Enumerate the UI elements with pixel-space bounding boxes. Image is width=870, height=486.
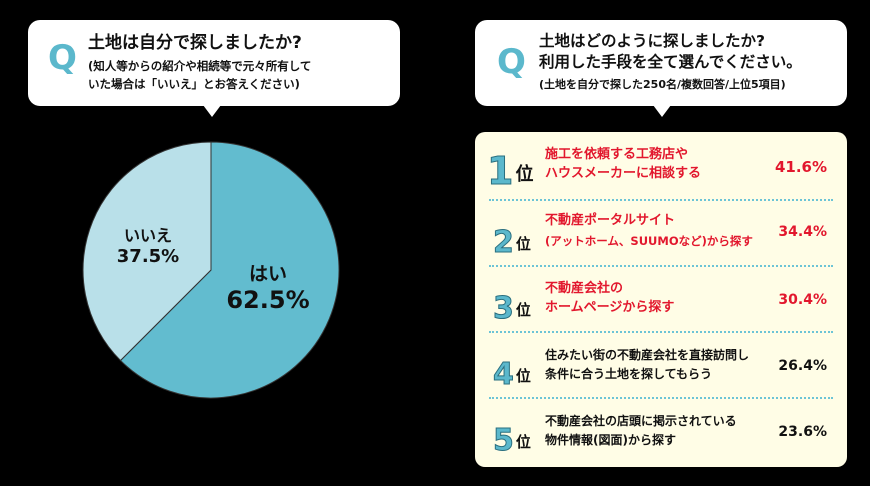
question-note: (土地を自分で探した250名/複数回答/上位5項目) <box>539 78 786 91</box>
pie-slice-no <box>82 141 212 362</box>
pie-label-yes-value: 62.5% <box>226 286 310 314</box>
rank-number: 5 <box>493 423 515 458</box>
ranking-row-4: 4 位 住みたい街の不動産会社を直接訪問し 条件に合う土地を探してもらう 26.… <box>475 332 847 398</box>
pie-label-no: いいえ 37.5% <box>108 226 188 268</box>
ranking-panel: 1 位 施工を依頼する工務店や ハウスメーカーに相談する 41.6% 2 位 不… <box>475 132 847 467</box>
rank-badge: 3 位 <box>487 274 531 324</box>
rank-number: 2 <box>493 225 515 260</box>
bubble-tail <box>653 105 671 117</box>
question-note-line2: いた場合は「いいえ」とお答えください) <box>88 77 300 91</box>
ranking-line1: 不動産ポータルサイト <box>545 213 676 228</box>
rank-badge: 4 位 <box>487 340 531 390</box>
rank-suffix: 位 <box>515 433 531 451</box>
ranking-value: 41.6% <box>774 158 827 176</box>
pie-label-no-value: 37.5% <box>116 246 180 267</box>
ranking-line1: 住みたい街の不動産会社を直接訪問し <box>545 348 750 362</box>
ranking-line1: 施工を依頼する工務店や <box>545 147 689 162</box>
question-title-line2: 利用した手段を全て選んでください。 <box>539 53 802 71</box>
rank-number: 3 <box>493 291 515 326</box>
ranking-line2: ホームページから探す <box>545 300 675 315</box>
question-bubble-right: Q 土地はどのように探しましたか? 利用した手段を全て選んでください。 (土地を… <box>475 20 847 117</box>
pie-label-no-text: いいえ <box>123 226 172 245</box>
rank-badge: 2 位 <box>487 208 531 258</box>
rank-badge: 1 位 <box>486 140 534 193</box>
rank-suffix: 位 <box>515 301 531 319</box>
dotted-divider <box>489 397 833 399</box>
q-mark-icon: Q <box>48 38 77 78</box>
pie-label-yes: はい 62.5% <box>218 262 318 314</box>
question-note-line1: (知人等からの紹介や相続等で元々所有して <box>88 59 312 73</box>
ranking-line2: 物件情報(図面)から探す <box>545 433 676 447</box>
ranking-line2: ハウスメーカーに相談する <box>545 166 702 181</box>
ranking-line1: 不動産会社の <box>545 281 624 296</box>
ranking-row-1: 1 位 施工を依頼する工務店や ハウスメーカーに相談する 41.6% <box>475 132 847 198</box>
ranking-row-3: 3 位 不動産会社の ホームページから探す 30.4% <box>475 266 847 332</box>
ranking-line2: (アットホーム、SUUMOなど)から探す <box>545 234 753 248</box>
dotted-divider <box>489 199 833 201</box>
dotted-divider <box>489 331 833 333</box>
ranking-line1: 不動産会社の店頭に掲示されている <box>545 414 737 428</box>
bubble-tail <box>203 105 221 117</box>
pie-label-yes-text: はい <box>248 263 287 285</box>
ranking-value: 23.6% <box>778 424 827 440</box>
question-bubble-left: Q 土地は自分で探しましたか? (知人等からの紹介や相続等で元々所有して いた場… <box>28 20 400 117</box>
ranking-value: 34.4% <box>778 224 827 240</box>
rank-suffix: 位 <box>515 235 531 253</box>
ranking-value: 30.4% <box>778 292 827 308</box>
q-mark-icon: Q <box>497 42 526 82</box>
rank-suffix: 位 <box>515 367 531 385</box>
ranking-row-2: 2 位 不動産ポータルサイト (アットホーム、SUUMOなど)から探す 34.4… <box>475 200 847 266</box>
question-title-line1: 土地はどのように探しましたか? <box>539 32 765 50</box>
pie-slice-yes <box>119 141 340 399</box>
rank-suffix: 位 <box>515 164 534 185</box>
ranking-line2: 条件に合う土地を探してもらう <box>545 367 713 381</box>
rank-badge: 5 位 <box>487 406 531 456</box>
rank-number: 4 <box>493 357 515 392</box>
rank-number: 1 <box>486 149 514 193</box>
ranking-value: 26.4% <box>778 358 827 374</box>
question-title: 土地は自分で探しましたか? <box>88 33 302 53</box>
dotted-divider <box>489 265 833 267</box>
ranking-row-5: 5 位 不動産会社の店頭に掲示されている 物件情報(図面)から探す 23.6% <box>475 398 847 464</box>
